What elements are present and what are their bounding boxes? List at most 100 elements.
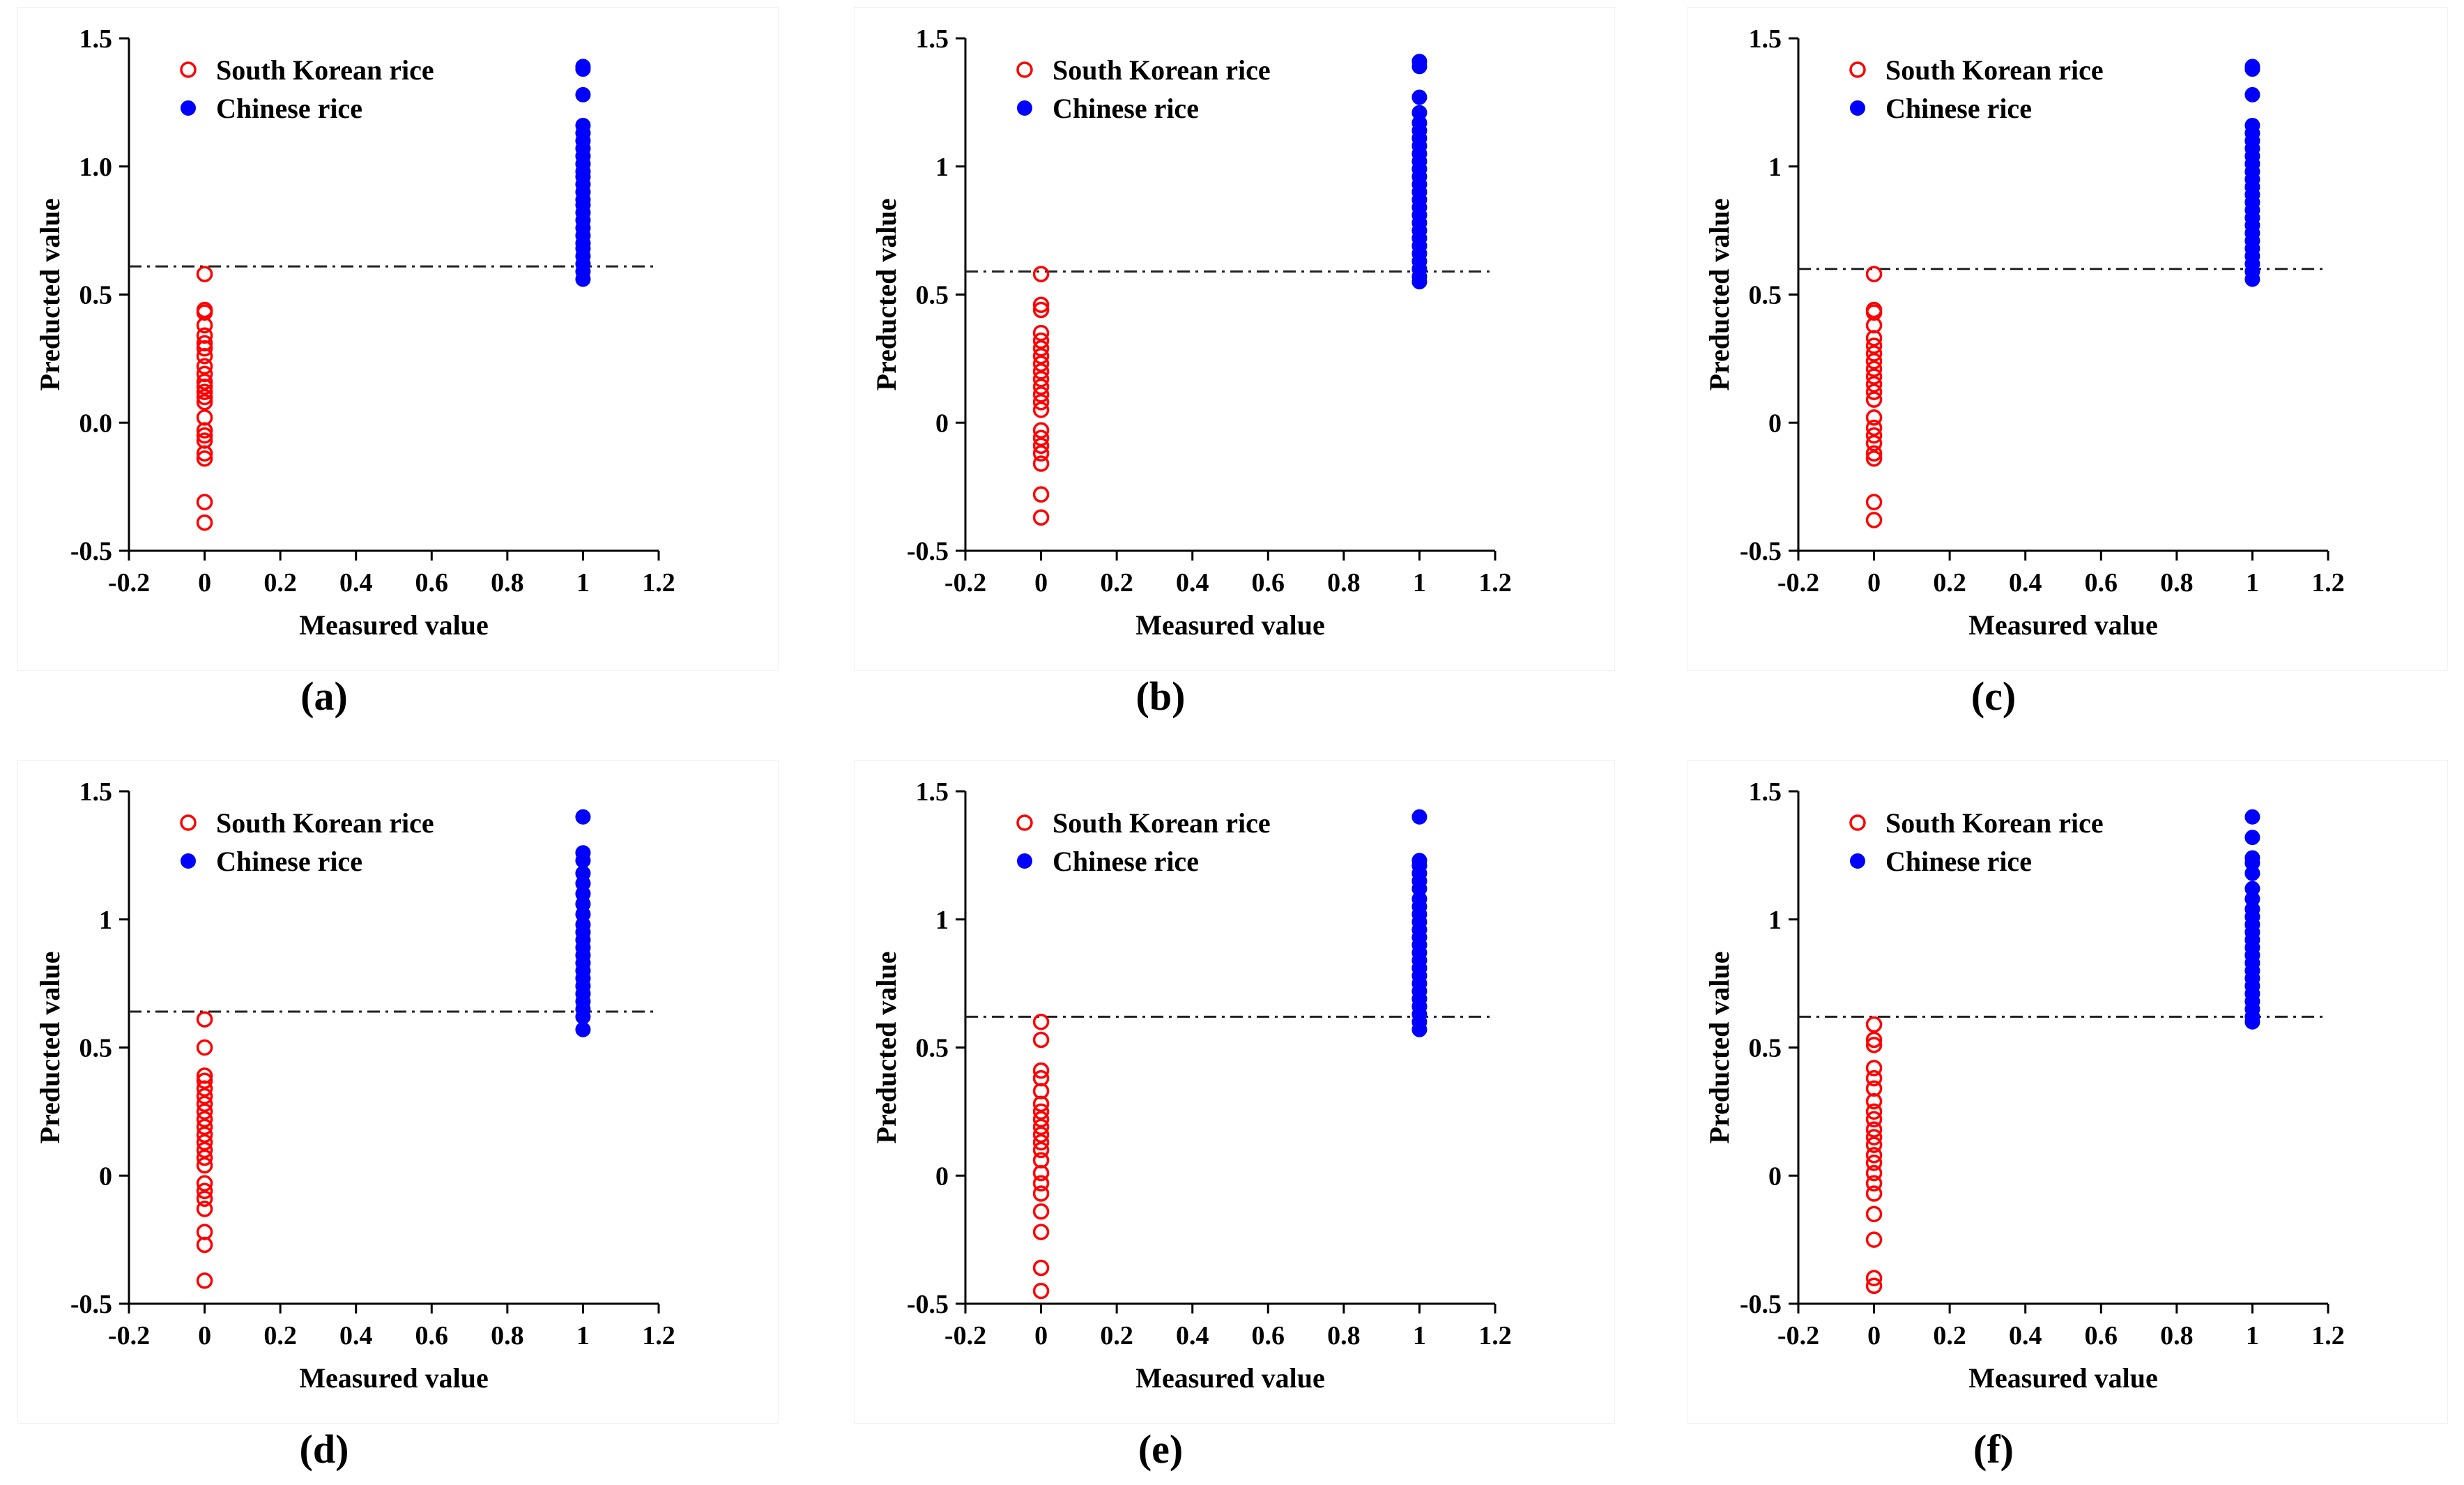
legend-label-south-korean-rice: South Korean rice (1053, 807, 1271, 839)
x-tick-label: 1 (1413, 1321, 1426, 1350)
x-tick-label: 0.8 (2160, 1321, 2194, 1350)
south-korean-rice-point (196, 1272, 213, 1289)
south-korean-rice-point (196, 317, 213, 334)
x-tick-label: 0.6 (2085, 568, 2118, 597)
y-tick-label: 1.5 (916, 777, 949, 807)
south-korean-rice-point (196, 445, 213, 462)
legend-label-south-korean-rice: South Korean rice (216, 807, 434, 839)
south-korean-rice-point (1865, 1147, 1883, 1164)
south-korean-rice-point (1865, 427, 1883, 444)
south-korean-rice-point (196, 1088, 213, 1105)
south-korean-rice-point (1032, 429, 1050, 447)
south-korean-rice-point (1865, 1231, 1883, 1248)
south-korean-rice-point (196, 383, 213, 400)
south-korean-rice-point (1032, 1111, 1050, 1128)
south-korean-rice-point (196, 1157, 213, 1174)
south-korean-rice-point (1865, 1060, 1883, 1076)
x-axis-label: Measured value (299, 609, 488, 641)
south-korean-rice-point (196, 1103, 213, 1120)
south-korean-rice-point (1865, 494, 1883, 510)
south-korean-rice-point (196, 347, 213, 365)
south-korean-rice-point (196, 422, 213, 439)
y-axis-label: Preducted value (1704, 952, 1735, 1144)
legend-marker-chinese-rice (181, 853, 196, 869)
panel-background (1687, 7, 2448, 671)
south-korean-rice-point (1032, 455, 1050, 472)
south-korean-rice-point (1865, 1016, 1883, 1033)
south-korean-rice-point (1032, 1031, 1050, 1049)
chinese-rice-point (2244, 1014, 2260, 1030)
y-tick-label: -0.5 (70, 1290, 112, 1319)
legend-label-chinese-rice: Chinese rice (1885, 846, 2032, 877)
panel-letter: (d) (299, 1426, 349, 1472)
south-korean-rice-point (1865, 1205, 1883, 1223)
x-tick-label: 0 (198, 1321, 211, 1350)
south-korean-rice-point (1865, 1129, 1883, 1145)
south-korean-rice-point (196, 1182, 213, 1200)
chinese-rice-point (575, 86, 591, 102)
south-korean-rice-point (1032, 301, 1050, 319)
y-tick-label: 1 (1768, 906, 1782, 935)
south-korean-rice-point (196, 1126, 213, 1143)
y-tick-label: -0.5 (1740, 1290, 1782, 1319)
chinese-rice-point (575, 809, 591, 825)
south-korean-rice-point (1032, 332, 1050, 349)
legend-marker-chinese-rice (1017, 100, 1032, 116)
y-axis-label: Preducted value (871, 952, 902, 1144)
legend-marker-chinese-rice (181, 100, 196, 116)
y-tick-label: 0 (935, 1162, 949, 1191)
y-tick-label: 1.5 (79, 24, 113, 54)
x-tick-label: 1 (576, 1321, 590, 1350)
south-korean-rice-point (1032, 371, 1050, 388)
legend-marker-south-korean-rice (180, 814, 197, 831)
south-korean-rice-point (196, 1175, 213, 1192)
south-korean-rice-point (196, 1134, 213, 1151)
y-tick-label: 0.5 (1749, 1034, 1782, 1063)
south-korean-rice-point (1865, 337, 1883, 354)
south-korean-rice-point (1865, 445, 1883, 462)
chinese-rice-point (575, 61, 591, 77)
scatter-panel-c: -0.2 0 0.2 0.4 0.6 0.8 1 1.2 -0.5 0 0.5 1 1.5 Measure… (1687, 7, 2464, 732)
panel-letter: (b) (1135, 673, 1186, 719)
y-tick-label: 0 (935, 409, 949, 438)
x-axis-label: Measured value (1135, 1362, 1324, 1394)
panel-letter: (a) (300, 673, 348, 719)
y-tick-label: 1.0 (79, 153, 113, 182)
south-korean-rice-point (196, 1072, 213, 1090)
y-tick-label: 0.5 (916, 281, 949, 310)
x-tick-label: 0.2 (263, 1321, 297, 1350)
south-korean-rice-point (1032, 266, 1050, 282)
south-korean-rice-point (1865, 368, 1883, 385)
south-korean-rice-point (1032, 1095, 1050, 1113)
south-korean-rice-point (1865, 1092, 1883, 1110)
y-tick-label: 0.5 (1749, 281, 1782, 310)
south-korean-rice-point (196, 266, 213, 282)
scatter-panel-e: -0.2 0 0.2 0.4 0.6 0.8 1 1.2 -0.5 0 0.5 1 1.5 Measure… (854, 760, 1635, 1485)
south-korean-rice-point (1865, 345, 1883, 362)
x-tick-label: 0.8 (491, 1321, 524, 1350)
x-tick-label: 1.2 (642, 568, 675, 597)
south-korean-rice-point (196, 427, 213, 444)
legend-marker-chinese-rice (1850, 853, 1865, 869)
panel-background (1687, 760, 2448, 1424)
south-korean-rice-point (1032, 509, 1050, 526)
x-axis-label: Measured value (1135, 609, 1324, 641)
y-tick-label: 0 (99, 1162, 112, 1191)
south-korean-rice-point (1865, 512, 1883, 528)
chinese-rice-point (575, 853, 591, 869)
x-tick-label: 0 (1867, 1321, 1881, 1350)
x-tick-label: 0.6 (1252, 1321, 1285, 1350)
south-korean-rice-point (196, 1118, 213, 1136)
y-tick-label: 1.5 (79, 777, 113, 807)
south-korean-rice-point (1032, 422, 1050, 439)
south-korean-rice-point (1032, 1224, 1050, 1240)
y-tick-label: 0.5 (79, 281, 113, 310)
south-korean-rice-point (1032, 1014, 1050, 1030)
south-korean-rice-point (1032, 363, 1050, 380)
chinese-rice-point (1411, 89, 1428, 105)
chinese-rice-point (2244, 86, 2260, 102)
x-tick-label: 1 (1413, 568, 1426, 597)
south-korean-rice-point (196, 1095, 213, 1113)
scatter-panel-b: -0.2 0 0.2 0.4 0.6 0.8 1 1.2 -0.5 0 0.5 1 1.5 Measure… (854, 7, 1635, 732)
